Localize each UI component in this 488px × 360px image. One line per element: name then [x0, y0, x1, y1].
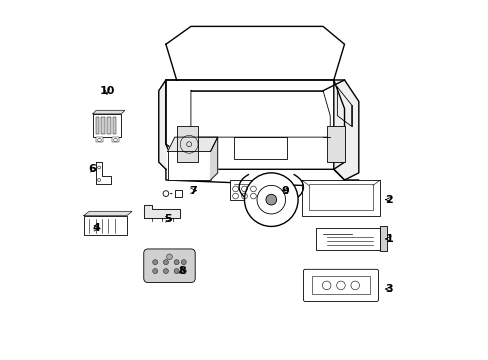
- Circle shape: [152, 269, 157, 274]
- Bar: [101, 117, 104, 134]
- Bar: [233, 137, 287, 158]
- Circle shape: [181, 269, 186, 274]
- Bar: [315, 228, 380, 249]
- Polygon shape: [333, 80, 358, 180]
- Text: 1: 1: [385, 234, 392, 244]
- Polygon shape: [210, 137, 217, 180]
- Circle shape: [163, 269, 168, 274]
- Bar: [230, 180, 262, 200]
- Polygon shape: [165, 26, 344, 80]
- Text: 10: 10: [99, 86, 114, 96]
- Bar: [312, 276, 369, 294]
- Text: 4: 4: [92, 223, 100, 233]
- Text: 5: 5: [163, 214, 171, 224]
- Polygon shape: [83, 211, 132, 216]
- Polygon shape: [159, 80, 165, 169]
- FancyBboxPatch shape: [303, 269, 378, 301]
- Bar: [83, 216, 126, 235]
- Polygon shape: [144, 205, 180, 217]
- Polygon shape: [165, 80, 344, 169]
- Polygon shape: [96, 162, 110, 184]
- Polygon shape: [175, 190, 182, 197]
- Bar: [112, 137, 119, 143]
- Bar: [326, 126, 344, 162]
- Circle shape: [98, 166, 101, 169]
- Text: 6: 6: [88, 164, 97, 174]
- Bar: [380, 226, 386, 251]
- Circle shape: [152, 260, 157, 265]
- Circle shape: [244, 173, 298, 226]
- Circle shape: [174, 260, 179, 265]
- Bar: [96, 137, 102, 143]
- Polygon shape: [93, 111, 124, 114]
- Polygon shape: [167, 137, 217, 152]
- Circle shape: [166, 254, 172, 260]
- Text: 8: 8: [178, 266, 185, 276]
- Circle shape: [163, 260, 168, 265]
- FancyBboxPatch shape: [143, 249, 195, 283]
- Bar: [107, 117, 110, 134]
- Polygon shape: [165, 169, 358, 187]
- Bar: [167, 152, 210, 180]
- Text: 3: 3: [385, 284, 392, 294]
- Circle shape: [174, 269, 179, 274]
- Bar: [93, 114, 121, 137]
- Text: 7: 7: [188, 186, 196, 196]
- Bar: [95, 117, 99, 134]
- Circle shape: [181, 260, 186, 265]
- Circle shape: [265, 194, 276, 205]
- Circle shape: [98, 179, 101, 181]
- Polygon shape: [165, 80, 176, 152]
- Text: 2: 2: [385, 195, 392, 204]
- Text: 9: 9: [281, 186, 289, 196]
- Bar: [112, 117, 116, 134]
- Bar: [301, 180, 380, 216]
- Bar: [176, 126, 198, 162]
- Bar: [308, 184, 372, 210]
